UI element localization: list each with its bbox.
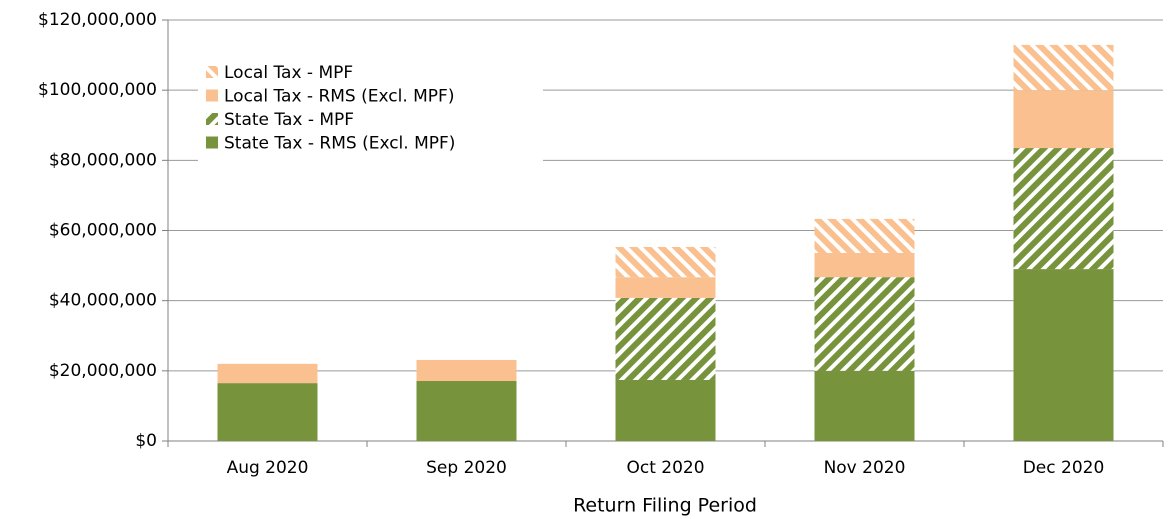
bar-segment	[1013, 269, 1114, 441]
y-tick-label: $80,000,000	[49, 150, 157, 170]
bar-segment	[1013, 44, 1114, 91]
legend-label: Local Tax - MPF	[224, 63, 353, 83]
y-tick-label: $40,000,000	[49, 291, 157, 311]
bar-segment	[615, 277, 716, 298]
legend: Local Tax - MPF Local Tax - RMS (Excl. MP…	[198, 58, 543, 180]
bar-segment	[814, 218, 915, 253]
legend-label: State Tax - MPF	[224, 110, 354, 130]
bar-segment	[615, 379, 716, 441]
bar-segment	[1013, 90, 1114, 149]
bar-segment	[416, 359, 517, 382]
bar-segment	[217, 383, 318, 441]
bar-segment	[615, 297, 716, 380]
legend-label: State Tax - RMS (Excl. MPF)	[224, 134, 455, 154]
y-tick-label: $60,000,000	[49, 221, 157, 241]
x-tick-label: Aug 2020	[227, 458, 309, 478]
legend-swatch	[206, 66, 218, 78]
legend-box	[198, 58, 543, 180]
bar-segment	[615, 246, 716, 278]
bar-segment	[814, 252, 915, 278]
x-tick-label: Sep 2020	[426, 458, 507, 478]
y-tick-label: $20,000,000	[49, 361, 157, 381]
x-tick-label: Dec 2020	[1023, 458, 1105, 478]
bar-segment	[416, 381, 517, 441]
x-axis-label: Return Filing Period	[573, 495, 757, 517]
legend-label: Local Tax - RMS (Excl. MPF)	[224, 87, 454, 107]
x-tick-label: Oct 2020	[626, 458, 704, 478]
bar-segment	[1013, 148, 1114, 270]
bar-segment	[814, 277, 915, 371]
legend-swatch	[206, 136, 218, 149]
y-tick-label: $100,000,000	[38, 80, 157, 100]
y-tick-label: $0	[135, 431, 157, 451]
y-tick-label: $120,000,000	[38, 10, 157, 30]
x-tick-label: Nov 2020	[824, 458, 906, 478]
bar-segment	[814, 370, 915, 441]
legend-swatch	[206, 113, 218, 125]
legend-swatch	[206, 89, 218, 102]
bar-segment	[217, 363, 318, 384]
